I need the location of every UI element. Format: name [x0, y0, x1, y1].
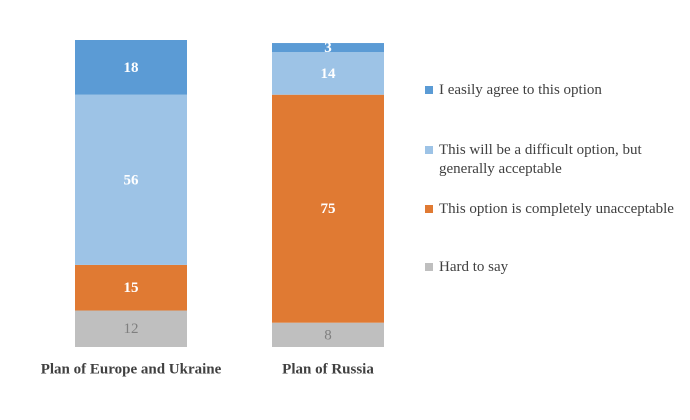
legend-label: Hard to say [439, 259, 509, 275]
legend-label: This option is completely unacceptable [439, 201, 674, 217]
value-label: 3 [324, 40, 332, 56]
category-label: Plan of Europe and Ukraine [41, 361, 222, 377]
legend-item: This will be a difficult option, but gen… [425, 141, 675, 179]
legend-item: I easily agree to this option [425, 81, 675, 100]
value-label: 18 [124, 60, 139, 76]
bar-segment [272, 43, 384, 53]
legend-swatch [425, 205, 433, 213]
legend-label: This will be a difficult option, but gen… [439, 142, 642, 177]
value-label: 12 [124, 321, 139, 337]
bar-segment [75, 94, 187, 265]
legend-swatch [425, 86, 433, 94]
value-label: 56 [124, 172, 140, 188]
bar-segment [75, 264, 187, 311]
bar-segment [75, 310, 187, 347]
value-label: 14 [321, 66, 337, 82]
value-label: 75 [321, 201, 336, 217]
value-label: 15 [124, 280, 139, 296]
bar-segment [272, 52, 384, 95]
bar-segment [75, 40, 187, 95]
bar-segment [272, 322, 384, 347]
legend-item: Hard to say [425, 258, 675, 277]
bar-segment [272, 94, 384, 323]
category-label: Plan of Russia [282, 361, 374, 377]
legend-swatch [425, 146, 433, 154]
legend-item: This option is completely unacceptable [425, 200, 675, 219]
legend-label: I easily agree to this option [439, 82, 602, 98]
legend-swatch [425, 263, 433, 271]
value-label: 8 [324, 327, 332, 343]
